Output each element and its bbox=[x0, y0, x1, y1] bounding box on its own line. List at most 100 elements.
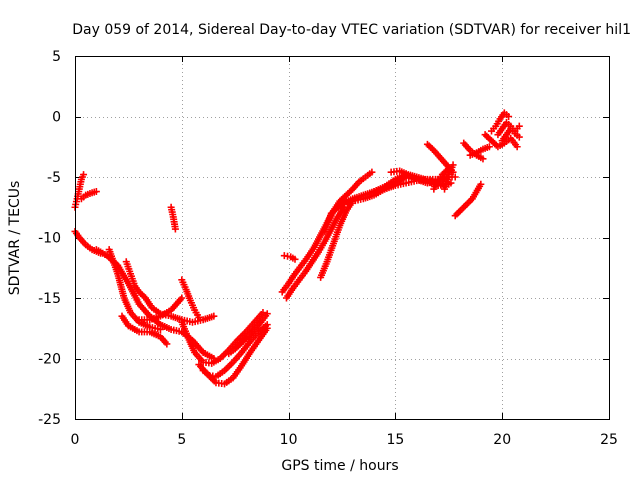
data-point bbox=[126, 267, 134, 275]
data-point bbox=[441, 159, 449, 167]
series-arc-17 bbox=[282, 203, 348, 302]
data-point bbox=[203, 370, 211, 378]
data-point bbox=[185, 294, 193, 302]
x-tick-label: 25 bbox=[600, 432, 618, 448]
data-point bbox=[296, 263, 304, 271]
data-point bbox=[262, 312, 270, 320]
data-point bbox=[86, 190, 94, 198]
data-point bbox=[477, 146, 485, 154]
data-point bbox=[513, 125, 521, 133]
data-point bbox=[154, 325, 162, 333]
series-arc-32 bbox=[498, 125, 523, 145]
y-axis-label: SDTVAR / TECUs bbox=[7, 181, 23, 296]
data-point bbox=[257, 310, 265, 318]
data-point bbox=[218, 380, 226, 388]
data-point bbox=[262, 322, 270, 330]
data-point bbox=[288, 286, 296, 294]
data-point bbox=[147, 302, 155, 310]
y-tick-label: 5 bbox=[52, 49, 61, 65]
data-point bbox=[77, 178, 85, 186]
data-point bbox=[80, 239, 88, 247]
x-tick-label: 0 bbox=[71, 432, 80, 448]
data-point bbox=[495, 117, 503, 125]
data-point bbox=[320, 239, 328, 247]
data-point bbox=[197, 356, 205, 364]
data-point bbox=[477, 154, 485, 162]
series-arc-29 bbox=[481, 131, 521, 151]
data-point bbox=[509, 127, 517, 135]
data-point bbox=[214, 356, 222, 364]
data-point bbox=[341, 209, 349, 217]
y-tick-label: -15 bbox=[38, 291, 61, 307]
data-point bbox=[467, 196, 475, 204]
data-point bbox=[411, 172, 419, 180]
data-point bbox=[181, 283, 189, 291]
y-tick-label: -5 bbox=[47, 170, 61, 186]
data-point bbox=[359, 175, 367, 183]
y-tick-label: -10 bbox=[38, 231, 61, 247]
data-point bbox=[249, 327, 257, 335]
data-point bbox=[335, 224, 343, 232]
data-point bbox=[75, 188, 83, 196]
data-point bbox=[302, 255, 310, 263]
data-point bbox=[436, 173, 444, 181]
data-point bbox=[505, 120, 513, 128]
data-point bbox=[313, 250, 321, 258]
series-arc-31 bbox=[494, 119, 523, 139]
series-arc-13 bbox=[199, 321, 271, 381]
data-point bbox=[123, 277, 131, 285]
data-point bbox=[190, 304, 198, 312]
data-point bbox=[161, 338, 169, 346]
data-point bbox=[134, 298, 142, 306]
data-point bbox=[72, 198, 80, 206]
data-point bbox=[154, 332, 162, 340]
data-point bbox=[205, 359, 213, 367]
data-point bbox=[300, 269, 308, 277]
data-point bbox=[120, 292, 128, 300]
y-tick-label: -20 bbox=[38, 352, 61, 368]
data-point bbox=[175, 327, 183, 335]
series-arc-25 bbox=[441, 161, 457, 193]
data-point bbox=[290, 272, 298, 280]
x-tick-label: 15 bbox=[386, 432, 404, 448]
data-point bbox=[236, 364, 244, 372]
data-point bbox=[389, 177, 397, 185]
data-point bbox=[433, 178, 441, 186]
data-point bbox=[402, 170, 410, 178]
data-point bbox=[470, 150, 478, 158]
data-point bbox=[245, 339, 253, 347]
data-point bbox=[165, 307, 173, 315]
data-point bbox=[176, 296, 184, 304]
data-point bbox=[171, 223, 179, 231]
y-tick-label: 0 bbox=[52, 110, 61, 126]
chart-title: Day 059 of 2014, Sidereal Day-to-day VTE… bbox=[72, 22, 631, 38]
data-point bbox=[240, 330, 248, 338]
data-point bbox=[249, 320, 257, 328]
data-point bbox=[458, 205, 466, 213]
data-point bbox=[490, 125, 498, 133]
data-point bbox=[242, 334, 250, 342]
x-tick-label: 10 bbox=[280, 432, 298, 448]
data-point bbox=[284, 252, 292, 260]
data-point bbox=[435, 152, 443, 160]
tick-labels: 0 5 10 15 20 25 5 0 -5 -10 -15 -20 -25 bbox=[38, 49, 618, 448]
data-point bbox=[190, 346, 198, 354]
data-point bbox=[289, 254, 297, 262]
data-point bbox=[333, 215, 341, 223]
data-point bbox=[501, 133, 509, 141]
data-point bbox=[193, 311, 201, 319]
series-arc-26 bbox=[451, 180, 485, 220]
data-point bbox=[327, 212, 335, 220]
series-arc-09 bbox=[167, 203, 179, 233]
data-point bbox=[513, 131, 521, 139]
data-point bbox=[209, 372, 217, 380]
data-point bbox=[198, 347, 206, 355]
data-point bbox=[444, 173, 452, 181]
data-point bbox=[229, 346, 237, 354]
series-arc-24 bbox=[430, 165, 453, 193]
data-point bbox=[428, 145, 436, 153]
series-arc-06 bbox=[118, 312, 171, 348]
data-point bbox=[346, 198, 354, 206]
data-point bbox=[379, 184, 387, 192]
